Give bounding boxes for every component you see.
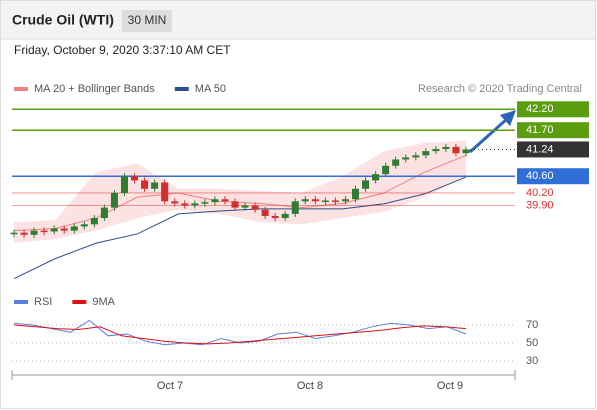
chart: Crude Oil (WTI) 30 MIN Friday, October 9…: [0, 0, 597, 410]
candle: [272, 216, 279, 218]
candle: [352, 189, 359, 199]
legend-label: MA 20 + Bollinger Bands: [34, 83, 155, 95]
candle: [452, 147, 459, 153]
candle: [322, 200, 329, 202]
y-tick-label: 50: [526, 337, 538, 349]
candle: [312, 199, 319, 201]
legend-label: 9MA: [92, 296, 115, 308]
candle: [231, 201, 238, 207]
candle: [402, 157, 409, 159]
y-tick-label: 70: [526, 319, 538, 331]
candle: [111, 193, 118, 208]
candle: [61, 229, 68, 231]
legend-swatch: [175, 87, 189, 91]
candle: [41, 231, 48, 233]
candle: [412, 155, 419, 157]
candle: [101, 208, 108, 218]
x-tick-label: Oct 9: [437, 380, 463, 392]
candle: [141, 180, 148, 188]
candle: [282, 214, 289, 218]
candle: [292, 201, 299, 214]
candle: [302, 199, 309, 201]
candle: [81, 224, 88, 226]
legend-label: MA 50: [195, 83, 226, 95]
candle: [252, 206, 259, 210]
candle: [201, 202, 208, 204]
level-label: 39.90: [526, 199, 554, 211]
candle: [462, 149, 469, 153]
candle: [422, 151, 429, 155]
candle: [382, 166, 389, 174]
candle: [161, 183, 168, 202]
level-label: 41.70: [526, 124, 554, 136]
candle: [242, 206, 249, 208]
candle: [151, 183, 158, 189]
legend-swatch: [14, 300, 28, 304]
y-tick-label: 30: [526, 355, 538, 367]
candle: [131, 176, 138, 180]
interval: 30 MIN: [128, 13, 167, 27]
candle: [342, 199, 349, 201]
level-label: 41.24: [526, 143, 554, 155]
candle: [262, 210, 269, 216]
candle: [10, 233, 17, 235]
candle: [71, 226, 78, 230]
candle: [181, 203, 188, 205]
candle: [121, 176, 128, 193]
level-label: 40.60: [526, 170, 554, 182]
legend-swatch: [14, 87, 28, 91]
candle: [21, 233, 28, 235]
legend-swatch: [72, 300, 86, 304]
credit: Research © 2020 Trading Central: [418, 83, 582, 95]
candle: [221, 199, 228, 201]
candle: [372, 174, 379, 180]
candle: [392, 159, 399, 165]
candle: [362, 180, 369, 188]
x-tick-label: Oct 8: [297, 380, 323, 392]
candle: [211, 199, 218, 202]
candle: [332, 200, 339, 202]
candle: [91, 218, 98, 224]
level-label: 40.20: [526, 187, 554, 199]
title: Crude Oil (WTI): [12, 12, 114, 28]
level-label: 42.20: [526, 103, 554, 115]
candle: [31, 231, 38, 235]
candle: [191, 203, 198, 205]
candle: [171, 201, 178, 203]
candle: [442, 147, 449, 149]
legend-label: RSI: [34, 296, 52, 308]
candle: [432, 149, 439, 151]
x-tick-label: Oct 7: [157, 380, 183, 392]
timestamp: Friday, October 9, 2020 3:37:10 AM CET: [14, 43, 231, 57]
candle: [51, 229, 58, 232]
